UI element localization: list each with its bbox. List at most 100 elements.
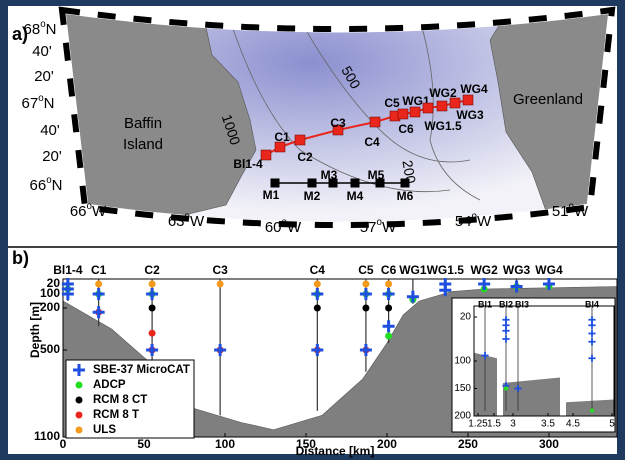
x-tick-label: 200 [377,437,397,451]
instrument-marker [314,305,321,312]
legend-marker [76,427,83,434]
x-tick-label: 250 [458,437,478,451]
inset-x-tick-label: 3 [510,419,516,430]
mooring-label: C6 [381,263,397,277]
station-label: WG4 [460,82,488,96]
m-station-marker [271,179,280,188]
instrument-marker [217,281,224,288]
coord-label: 40' [32,43,52,60]
mooring-label: WG4 [535,263,563,277]
coord-hemi: N [46,21,57,38]
m-station-label: M5 [368,168,385,182]
panel-label: b) [12,248,29,268]
station-label: WG3 [456,108,484,122]
legend-marker [76,397,83,404]
instrument-marker [149,281,156,288]
coord-deg: 63 [168,213,185,230]
instrument-marker [385,305,392,312]
coord-deg: 57 [360,219,377,236]
land-label: Island [123,136,163,153]
mooring-label: C4 [310,263,326,277]
legend-label: SBE-37 MicroCAT [93,364,190,376]
coord-hemi: W [92,203,107,220]
mooring-label: C2 [144,263,160,277]
x-tick-label: 150 [296,437,316,451]
coord-hemi: N [52,177,63,194]
y-tick-label: 100 [40,286,60,300]
y-tick-label: 500 [40,342,60,356]
mooring-label: C3 [212,263,228,277]
coord-label: 66oN [30,175,63,194]
inset-y-tick-label: 20 [460,312,472,323]
x-tick-label: 300 [539,437,559,451]
x-tick-label: 100 [215,437,235,451]
coord-hemi: W [190,213,205,230]
coord-deg: 68 [24,21,41,38]
x-tick-label: 50 [137,437,151,451]
coord-deg: 54 [455,213,472,230]
station-label: Bl1-4 [233,157,263,171]
instrument-marker [385,281,392,288]
station-marker [295,135,305,145]
inset-x-tick-label: 4.5 [566,419,580,430]
station-label: C6 [398,122,414,136]
y-tick-label: 200 [40,300,60,314]
coord-hemi: W [574,203,589,220]
instrument-marker [362,305,369,312]
coord-deg: 67 [22,95,39,112]
legend-marker [76,412,83,419]
coord-label: 40' [40,122,60,139]
station-marker [450,98,460,108]
coord-label: 68oN [24,19,57,38]
m-station-marker [351,179,360,188]
coord-deg: 60 [265,219,282,236]
mooring-label: Bl1-4 [53,263,83,277]
station-marker [463,95,473,105]
coord-hemi: W [477,213,492,230]
m-station-label: M2 [304,189,321,203]
inset-y-tick-label: 150 [454,383,471,394]
page: a) b) Distance [km] Depth [m] 68oN40'20'… [0,0,625,460]
coord-label: 20' [42,148,62,165]
m-station-label: M4 [347,189,364,203]
coord-label: 20' [34,68,54,85]
station-marker [398,109,408,119]
station-marker [370,117,380,127]
mooring-label: WG1.5 [427,263,465,277]
mooring-label: WG2 [470,263,498,277]
coord-hemi: W [287,219,302,236]
figure: a) b) Distance [km] Depth [m] 68oN40'20'… [0,0,625,460]
instrument-marker [504,386,508,390]
instrument-marker [149,305,156,312]
mooring-label: WG3 [503,263,531,277]
instrument-marker [362,281,369,288]
station-label: C4 [364,135,380,149]
station-marker [410,107,420,117]
inset-y-tick-label: 100 [454,356,471,367]
instrument-marker [590,408,594,412]
instrument-marker [95,281,102,288]
legend-marker [76,382,83,389]
inset-x-tick-label: 5 [609,419,615,430]
m-station-label: M6 [397,189,414,203]
station-label: C1 [274,130,290,144]
coord-hemi: W [382,219,397,236]
station-label: C3 [330,116,346,130]
mooring-label: C5 [358,263,374,277]
instrument-marker [385,333,392,340]
y-tick-label: 1100 [34,429,60,443]
legend-label: ADCP [93,379,126,391]
land-label: Baffin [124,115,162,132]
legend-label: RCM 8 T [93,409,139,421]
inset-mooring-label: Bl3 [515,299,529,309]
coord-hemi: N [44,95,55,112]
inset-x-tick-label: 1.25 [468,419,488,430]
m-station-marker [401,179,410,188]
station-marker [437,101,447,111]
land-label: Greenland [513,91,583,108]
inset-mooring-label: Bl4 [585,299,599,309]
inset-mooring-label: Bl1 [478,299,492,309]
coord-label: 67oN [22,93,55,112]
mooring-label: WG1 [399,263,427,277]
inset-x-tick-label: 3.5 [541,419,555,430]
